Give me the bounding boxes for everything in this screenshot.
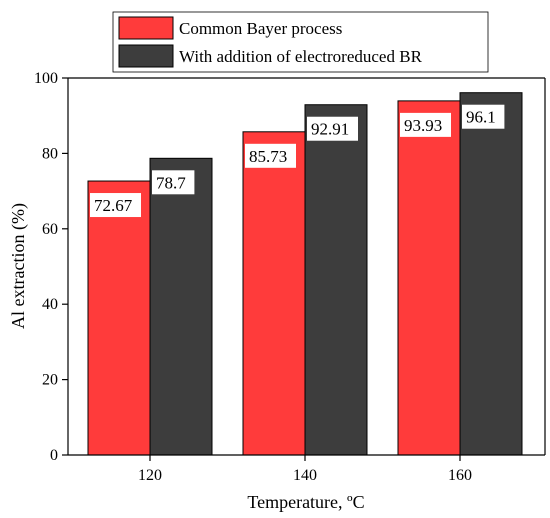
y-tick-label-20: 20	[42, 372, 58, 389]
bar-common-bayer-160	[397, 100, 461, 456]
y-tick-label-80: 80	[42, 145, 58, 162]
data-label-bg	[462, 104, 505, 129]
y-tick-label-60: 60	[42, 221, 58, 238]
y-tick-label-100: 100	[34, 70, 58, 87]
bar-electroreduced-140	[304, 104, 368, 456]
data-label-electroreduced-140: 92.91	[311, 120, 349, 139]
data-label-bg	[400, 112, 451, 137]
data-label-electroreduced-160: 96.1	[466, 108, 496, 127]
y-tick-label-0: 0	[50, 447, 58, 464]
legend-box	[112, 11, 489, 73]
y-axis-title: Al extraction (%)	[8, 203, 29, 329]
axes-layer	[67, 77, 546, 456]
bar-common-bayer-120	[87, 180, 151, 456]
data-label-electroreduced-120: 78.7	[156, 173, 186, 192]
data-label-common-bayer-120: 72.67	[94, 196, 133, 215]
bar-electroreduced-120	[149, 157, 213, 456]
x-axis-title: Temperature, ºC	[247, 492, 364, 512]
ticks-layer: 120 140 160 0 20 40 60 80 100	[34, 70, 472, 484]
legend-swatch-common-bayer	[118, 16, 174, 40]
data-label-common-bayer-160: 93.93	[404, 116, 442, 135]
bar-electroreduced-160	[459, 92, 523, 456]
data-label-common-bayer-140: 85.73	[249, 147, 287, 166]
x-tick-label-160: 160	[448, 467, 472, 484]
data-label-bg	[307, 116, 358, 141]
x-tick-label-140: 140	[293, 467, 317, 484]
data-label-bg	[152, 170, 195, 195]
legend-label-electroreduced: With addition of electroreduced BR	[179, 47, 423, 66]
x-tick-label-120: 120	[138, 467, 162, 484]
legend: Common Bayer process With addition of el…	[112, 11, 489, 73]
data-label-bg	[245, 143, 296, 168]
legend-label-common-bayer: Common Bayer process	[179, 19, 342, 38]
bars-layer	[87, 92, 523, 456]
y-tick-label-40: 40	[42, 296, 58, 313]
data-labels-layer: 72.67 78.7 85.73 92.91 93.93 96.1	[90, 104, 505, 218]
bar-common-bayer-140	[242, 131, 306, 456]
data-label-bg	[90, 193, 141, 218]
legend-swatch-electroreduced	[118, 44, 174, 68]
